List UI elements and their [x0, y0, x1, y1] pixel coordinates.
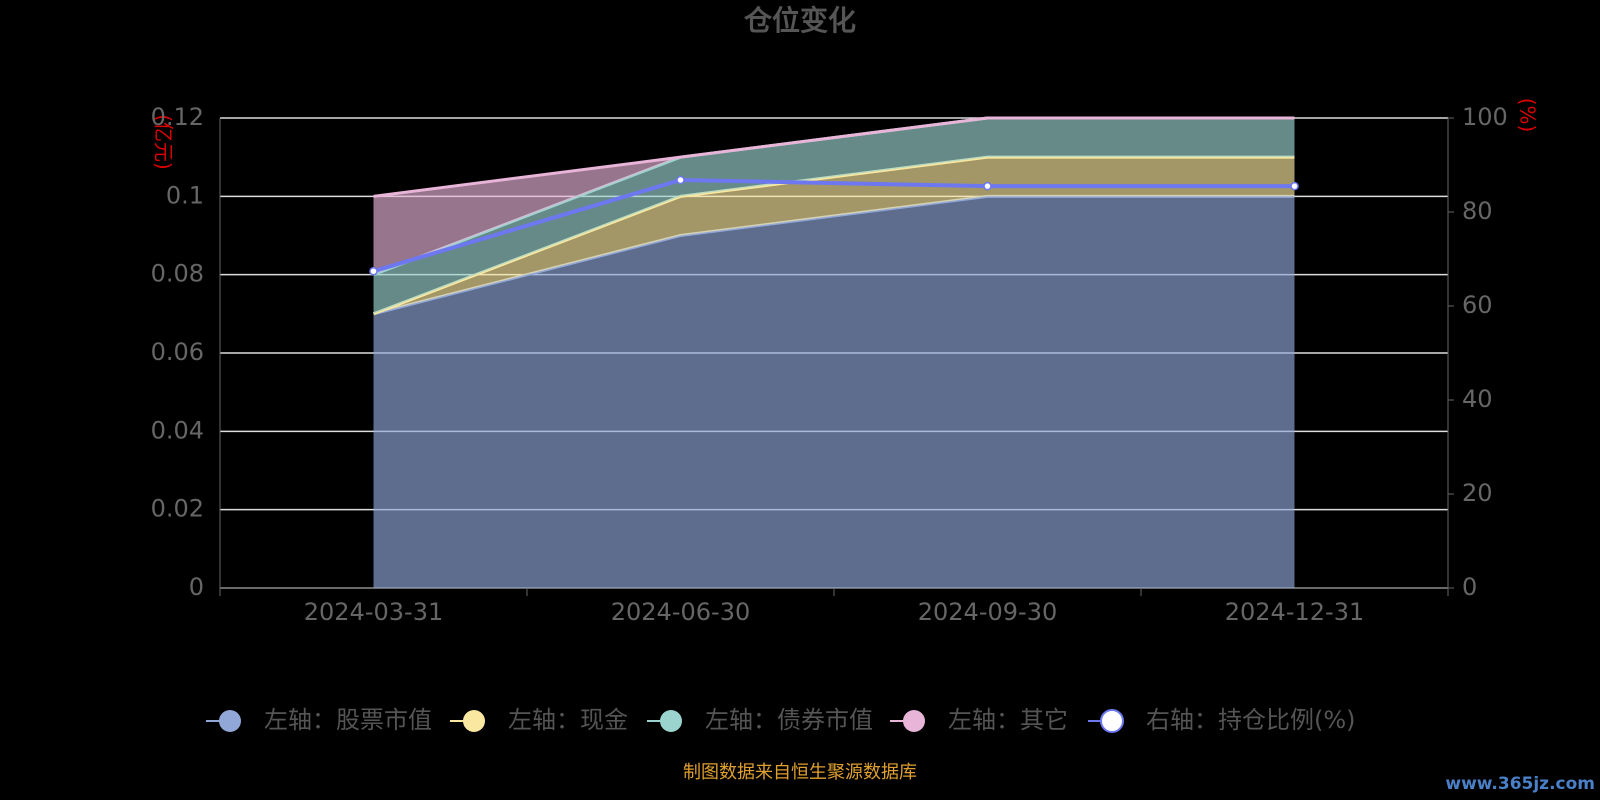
legend-icon	[463, 710, 485, 732]
line	[372, 178, 1295, 274]
line-point	[1290, 181, 1299, 191]
line-point	[369, 266, 378, 276]
area-fill	[373, 157, 1295, 314]
y2-tick-label: 80	[1462, 197, 1493, 225]
line-point	[676, 175, 685, 185]
watermark: www.365jz.com	[1445, 774, 1595, 794]
y-tick-label: 0.12	[151, 103, 204, 131]
x-tick-label: 2024-12-31	[1225, 598, 1364, 626]
y2-tick-label: 60	[1462, 291, 1493, 319]
y2-tick-label: 0	[1462, 573, 1477, 601]
legend-label: 左轴：现金	[508, 706, 628, 734]
y2-axis-label: (%)	[1516, 98, 1540, 133]
legend-icon	[660, 710, 682, 732]
y-tick-label: 0	[189, 573, 204, 601]
area-fill	[373, 196, 1295, 589]
chart-title: 仓位变化	[744, 4, 856, 37]
x-tick-label: 2024-03-31	[304, 598, 443, 626]
legend-label: 右轴：持仓比例(%)	[1146, 706, 1356, 734]
y-tick-label: 0.1	[166, 181, 204, 209]
y-tick-label: 0.04	[151, 416, 204, 444]
line-point	[983, 181, 992, 191]
y2-tick-label: 40	[1462, 385, 1493, 413]
legend-label: 左轴：其它	[948, 706, 1068, 734]
y2-tick-label: 100	[1462, 103, 1508, 131]
y-tick-label: 0.06	[151, 338, 204, 366]
x-tick-label: 2024-09-30	[918, 598, 1057, 626]
y-tick-label: 0.02	[151, 495, 204, 523]
area-line	[373, 116, 1295, 198]
y2-tick-label: 20	[1462, 479, 1493, 507]
area-fill	[373, 118, 1295, 275]
source-note: 制图数据来自恒生聚源数据库	[683, 762, 917, 783]
legend-label: 左轴：债券市值	[705, 706, 873, 734]
legend-icon	[219, 710, 241, 732]
legend-icon	[903, 710, 925, 732]
legend-label: 左轴：股票市值	[264, 706, 432, 734]
legend-icon	[1100, 709, 1124, 733]
y-axis-label: (亿元)	[152, 114, 176, 170]
y-tick-label: 0.08	[151, 260, 204, 288]
x-tick-label: 2024-06-30	[611, 598, 750, 626]
